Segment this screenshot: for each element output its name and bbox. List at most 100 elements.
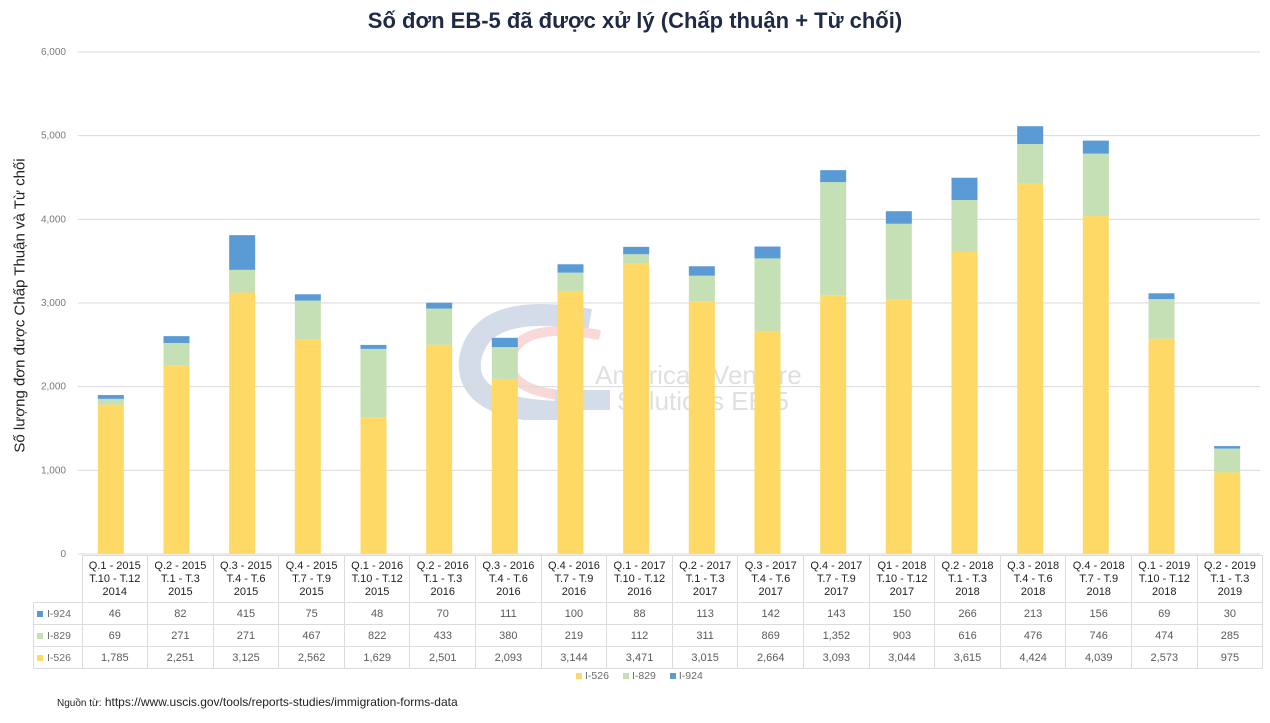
x-category-label: Q.1 - 2016 T.10 - T.12 2015 [343, 555, 411, 603]
legend-swatch-icon [37, 654, 43, 661]
bar-segment-i-829 [97, 398, 124, 405]
bar-segment-i-526 [1214, 472, 1241, 554]
table-cell-value: 2,251 [147, 646, 214, 669]
bar-segment-i-526 [426, 344, 453, 554]
table-cell-value: 100 [540, 602, 608, 625]
bar-segment-i-829 [1082, 153, 1109, 217]
bar-segment-i-526 [1148, 338, 1175, 554]
table-cell-value: 476 [999, 624, 1067, 647]
category-line: Q.4 - 2018 [1072, 559, 1125, 572]
y-tick-label: 6,000 [41, 47, 66, 58]
y-tick-label: 5,000 [41, 131, 66, 142]
table-cell-value: 219 [540, 624, 608, 647]
x-category-label: Q1 - 2018 T.10 - T.12 2017 [868, 555, 936, 603]
bar-segment-i-526 [820, 295, 847, 554]
y-tick-label: 0 [60, 549, 66, 560]
x-category-label: Q.2 - 2015 T.1 - T.3 2015 [147, 555, 214, 603]
bar-segment-i-829 [491, 347, 518, 379]
bar-segment-i-526 [557, 290, 584, 554]
table-cell-value: 82 [147, 602, 214, 625]
bar-segment-i-829 [623, 254, 650, 264]
category-line: T.4 - T.6 [1013, 572, 1053, 585]
legend-swatch-icon [622, 673, 629, 680]
table-cell-value: 113 [671, 602, 739, 625]
table-corner [33, 555, 83, 603]
x-category-label: Q.3 - 2016 T.4 - T.6 2016 [475, 555, 542, 603]
bar-segment-i-526 [754, 331, 781, 554]
category-line: Q.4 - 2017 [810, 559, 863, 572]
bar-segment-i-526 [951, 251, 978, 555]
bar-segment-i-924 [229, 235, 256, 270]
legend-item: I-924 [669, 670, 703, 682]
table-cell-value: 150 [868, 602, 936, 625]
y-axis-ticks: 0 1,000 2,000 3,000 4,000 5,000 6,000 [41, 47, 66, 560]
category-line: Q.1 - 2015 [88, 559, 141, 572]
category-line: T.10 - T.12 [613, 572, 666, 585]
series-row-label: I-829 [33, 624, 83, 647]
x-category-label: Q.4 - 2015 T.7 - T.9 2015 [278, 555, 345, 603]
bar-segment-i-526 [491, 378, 518, 554]
bar-segment-i-924 [885, 211, 912, 224]
category-line: 2018 [1152, 585, 1177, 598]
category-line: 2018 [1020, 585, 1046, 598]
x-category-label: Q.4 - 2016 T.7 - T.9 2016 [540, 555, 608, 603]
table-cell-value: 69 [1131, 602, 1198, 625]
bar-segment-i-829 [557, 272, 584, 291]
table-cell-value: 3,471 [606, 646, 673, 669]
category-line: 2015 [299, 585, 324, 598]
bar-segment-i-526 [163, 365, 190, 554]
x-category-label: Q.2 - 2019 T.1 - T.3 2019 [1196, 555, 1264, 603]
x-category-label: Q.2 - 2017 T.1 - T.3 2017 [671, 555, 739, 603]
category-line: 2017 [824, 585, 849, 598]
bar-segment-i-829 [426, 308, 453, 345]
series-name: I-526 [47, 651, 71, 664]
category-line: T.4 - T.6 [488, 572, 528, 585]
x-category-label: Q.3 - 2018 T.4 - T.6 2018 [999, 555, 1067, 603]
y-tick-label: 2,000 [41, 382, 66, 393]
category-line: Q1 - 2018 [877, 559, 927, 572]
bar-segment-i-829 [294, 300, 321, 340]
category-line: T.10 - T.12 [351, 572, 403, 585]
bar-segment-i-924 [623, 246, 650, 255]
chart-title: Số đơn EB-5 đã được xử lý (Chấp thuận + … [367, 8, 903, 33]
table-cell-value: 1,352 [803, 624, 870, 647]
table-cell-value: 3,125 [212, 646, 280, 669]
table-cell-value: 271 [212, 624, 280, 647]
x-category-label: Q.2 - 2018 T.1 - T.3 2018 [934, 555, 1001, 603]
series-name: I-924 [47, 607, 71, 620]
table-cell-value: 311 [671, 624, 739, 647]
series-row-label: I-924 [33, 602, 83, 625]
bar-segment-i-829 [1214, 448, 1241, 473]
bar-segment-i-526 [294, 339, 321, 554]
bar-segment-i-829 [951, 200, 978, 252]
x-category-label: Q.1 - 2015 T.10 - T.12 2014 [81, 555, 149, 603]
category-line: 2018 [955, 585, 980, 598]
table-cell-value: 4,424 [999, 646, 1067, 669]
category-line: T.10 - T.12 [1138, 572, 1190, 585]
table-cell-value: 903 [868, 624, 936, 647]
table-row: I-924 46 82 415 75 48 70 111 100 88 113 142 143 150 26… [33, 602, 1264, 625]
category-line: 2017 [758, 585, 783, 598]
table-cell-value: 75 [278, 602, 345, 625]
table-cell-value: 975 [1196, 646, 1264, 669]
table-cell-value: 70 [409, 602, 477, 625]
table-cell-value: 88 [606, 602, 673, 625]
chart-plot-area: 0 1,000 2,000 3,000 4,000 5,000 6,000 [41, 47, 1260, 560]
bar-segment-i-924 [97, 395, 124, 399]
bar-segment-i-924 [754, 246, 781, 259]
x-category-label: Q.2 - 2016 T.1 - T.3 2016 [409, 555, 477, 603]
legend-swatch-icon [576, 673, 582, 680]
legend-item: I-526 [576, 670, 609, 682]
category-line: Q.2 - 2018 [941, 559, 994, 572]
table-cell-value: 2,093 [475, 646, 542, 669]
bar-segment-i-829 [688, 275, 715, 302]
bar-segment-i-924 [820, 170, 847, 183]
category-line: 2017 [889, 585, 915, 598]
table-cell-value: 213 [999, 602, 1067, 625]
x-category-label: Q.1 - 2017 T.10 - T.12 2016 [606, 555, 673, 603]
table-cell-value: 156 [1065, 602, 1132, 625]
category-line: 2014 [102, 585, 128, 598]
table-cell-value: 112 [606, 624, 673, 647]
category-line: Q.1 - 2016 [351, 559, 404, 572]
table-cell-value: 48 [343, 602, 411, 625]
